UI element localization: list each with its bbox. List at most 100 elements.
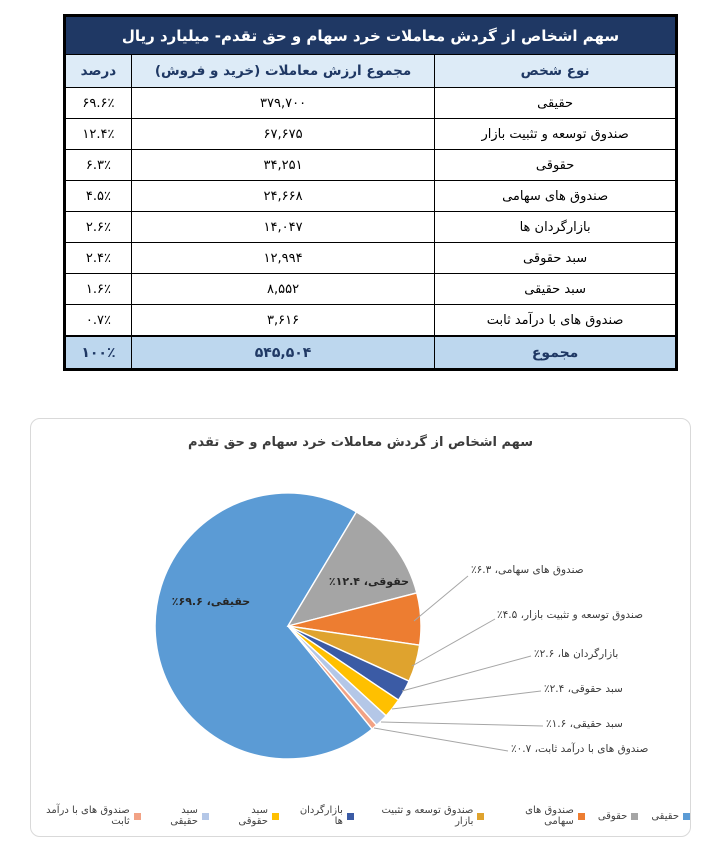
legend-item: صندوق های با درآمد ثابت	[31, 805, 141, 827]
leader-line	[411, 618, 496, 667]
table-row: صندوق های با درآمد ثابت ۳,۶۱۶ ۰.۷٪	[64, 304, 677, 337]
table-body: سهم اشخاص از گردش معاملات خرد سهام و حق …	[64, 15, 677, 370]
table-row: حقیقی ۳۷۹,۷۰۰ ۶۹.۶٪	[64, 87, 677, 119]
cell-value: ۱۲,۹۹۴	[130, 242, 436, 274]
column-header-type: نوع شخص	[434, 54, 677, 88]
legend-item: سبد حقوقی	[222, 805, 279, 827]
pie-slice	[287, 625, 378, 730]
legend-label: صندوق های سهامی	[525, 805, 574, 827]
legend-label: حقیقی	[651, 810, 679, 822]
cell-type: صندوق توسعه و تثبیت بازار	[434, 118, 677, 150]
table-row: بازارگردان ها ۱۴,۰۴۷ ۲.۶٪	[64, 211, 677, 243]
legend-swatch-icon	[683, 812, 690, 820]
table-title-row: سهم اشخاص از گردش معاملات خرد سهام و حق …	[64, 15, 677, 55]
pie-chart-card: سهم اشخاص از گردش معاملات خرد سهام و حق …	[30, 418, 691, 837]
total-label: مجموع	[434, 335, 677, 370]
table-total-row: مجموع ۵۴۵,۵۰۴ ۱۰۰٪	[64, 335, 677, 370]
pie-callout-label: سبد حقوقی، ٪۲.۴	[544, 683, 623, 695]
cell-percent: ۴.۵٪	[64, 180, 132, 212]
slice-label-text: بازارگردان ها،	[554, 648, 619, 660]
cell-percent: ۱۲.۴٪	[64, 118, 132, 150]
slice-percent-text: ٪۶۹.۶	[171, 595, 203, 608]
pie-inside-label: حقوقی، ٪۱۲.۴	[309, 575, 429, 588]
table-row: سبد حقوقی ۱۲,۹۹۴ ۲.۴٪	[64, 242, 677, 274]
leader-line	[380, 721, 544, 727]
leader-line	[373, 727, 509, 752]
cell-value: ۳۴,۲۵۱	[130, 149, 436, 181]
slice-label-text: سبد حقیقی،	[566, 718, 623, 730]
slice-label-text: صندوق توسعه و تثبیت بازار،	[517, 609, 643, 621]
cell-type: سبد حقیقی	[434, 273, 677, 305]
pie-callout-label: صندوق های با درآمد ثابت، ٪۰.۷	[511, 743, 648, 755]
column-header-value: مجموع ارزش معاملات (خرید و فروش)	[130, 54, 436, 88]
cell-type: صندوق های با درآمد ثابت	[434, 304, 677, 337]
legend-swatch-icon	[346, 812, 354, 820]
legend-item: صندوق توسعه و تثبیت بازار	[367, 805, 485, 827]
slice-percent-text: ٪۶.۳	[471, 564, 492, 576]
cell-value: ۶۷,۶۷۵	[130, 118, 436, 150]
table-row: سبد حقیقی ۸,۵۵۲ ۱.۶٪	[64, 273, 677, 305]
slice-percent-text: ٪۰.۷	[511, 743, 532, 755]
cell-value: ۲۴,۶۶۸	[130, 180, 436, 212]
cell-percent: ۰.۷٪	[64, 304, 132, 337]
legend-item: حقیقی	[651, 811, 690, 822]
legend-swatch-icon	[133, 812, 141, 820]
pie-chart	[154, 492, 544, 760]
legend-label: صندوق های با درآمد ثابت	[46, 805, 130, 827]
legend-item: بازارگردان ها	[292, 805, 354, 827]
leader-line	[391, 690, 542, 710]
leader-line	[401, 655, 532, 692]
slice-label-text: صندوق های سهامی،	[491, 564, 584, 576]
pie-callout-label: بازارگردان ها، ٪۲.۶	[534, 648, 618, 660]
slice-percent-text: ٪۲.۶	[534, 648, 555, 660]
turnover-table-container: سهم اشخاص از گردش معاملات خرد سهام و حق …	[63, 14, 678, 371]
cell-type: حقیقی	[434, 87, 677, 119]
cell-percent: ۲.۶٪	[64, 211, 132, 243]
chart-legend: حقیقی حقوقی صندوق های سهامی صندوق توسعه و ت…	[31, 805, 690, 827]
pie-callout-label: صندوق توسعه و تثبیت بازار، ٪۴.۵	[497, 609, 643, 621]
cell-value: ۳,۶۱۶	[130, 304, 436, 337]
slice-percent-text: ٪۲.۴	[544, 683, 565, 695]
legend-label: سبد حقوقی	[238, 805, 268, 827]
cell-type: صندوق های سهامی	[434, 180, 677, 212]
table-title: سهم اشخاص از گردش معاملات خرد سهام و حق …	[64, 15, 677, 55]
pie-slice	[286, 510, 418, 628]
table-row: حقوقی ۳۴,۲۵۱ ۶.۳٪	[64, 149, 677, 181]
slice-label-text: سبد حقوقی،	[564, 683, 623, 695]
slice-label-text: حقیقی،	[202, 595, 251, 608]
pie-inside-label: حقیقی، ٪۶۹.۶	[151, 595, 271, 608]
column-header-percent: درصد	[64, 54, 132, 88]
legend-label: سبد حقیقی	[170, 805, 198, 827]
leader-line	[413, 575, 469, 622]
chart-title: سهم اشخاص از گردش معاملات خرد سهام و حق …	[187, 435, 534, 450]
legend-swatch-icon	[201, 812, 209, 820]
slice-percent-text: ٪۱۲.۴	[328, 575, 360, 588]
legend-swatch-icon	[631, 812, 639, 820]
legend-label: بازارگردان ها	[299, 805, 343, 827]
legend-item: صندوق های سهامی	[497, 805, 585, 827]
slice-percent-text: ٪۱.۶	[546, 718, 567, 730]
legend-swatch-icon	[271, 812, 279, 820]
cell-percent: ۶۹.۶٪	[64, 87, 132, 119]
total-percent: ۱۰۰٪	[64, 335, 132, 370]
cell-type: حقوقی	[434, 149, 677, 181]
legend-item: حقوقی	[598, 811, 639, 822]
slice-label-text: صندوق های با درآمد ثابت،	[531, 743, 649, 755]
table-header-row: نوع شخص مجموع ارزش معاملات (خرید و فروش)…	[64, 54, 677, 88]
legend-label: صندوق توسعه و تثبیت بازار	[381, 805, 474, 827]
cell-type: سبد حقوقی	[434, 242, 677, 274]
pie-callout-label: صندوق های سهامی، ٪۶.۳	[471, 564, 584, 576]
legend-item: سبد حقیقی	[154, 805, 209, 827]
cell-value: ۱۴,۰۴۷	[130, 211, 436, 243]
legend-swatch-icon	[477, 812, 485, 820]
cell-percent: ۱.۶٪	[64, 273, 132, 305]
slice-label-text: حقوقی،	[359, 575, 410, 588]
cell-percent: ۲.۴٪	[64, 242, 132, 274]
legend-label: حقوقی	[597, 810, 628, 822]
cell-value: ۸,۵۵۲	[130, 273, 436, 305]
cell-type: بازارگردان ها	[434, 211, 677, 243]
turnover-table: سهم اشخاص از گردش معاملات خرد سهام و حق …	[63, 14, 678, 371]
pie-slice	[154, 492, 374, 760]
table-row: صندوق توسعه و تثبیت بازار ۶۷,۶۷۵ ۱۲.۴٪	[64, 118, 677, 150]
